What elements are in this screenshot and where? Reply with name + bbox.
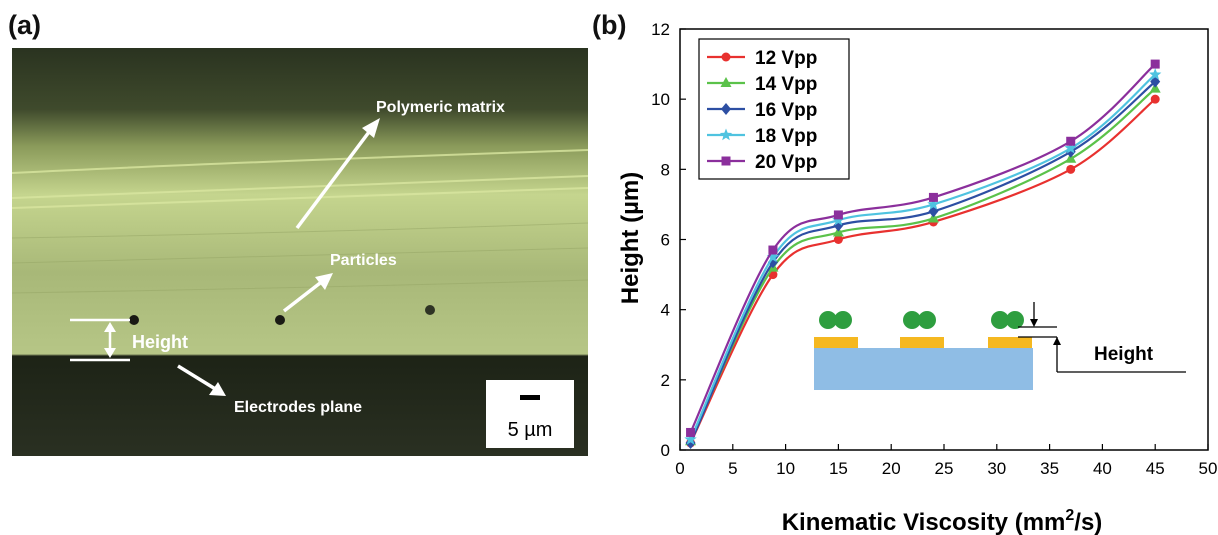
data-point [1066, 136, 1076, 146]
data-point [684, 432, 697, 445]
inset-height-label: Height [1094, 344, 1154, 365]
height-vs-viscosity-chart: 0 5 10 15 20 25 30 35 40 45 50 0 2 4 6 8 10 12 Height 12 … [617, 20, 1217, 535]
axes: 0 5 10 15 20 25 30 35 40 45 50 0 2 4 6 8 10 12 [651, 20, 1217, 478]
panel-b-label: (b) [592, 10, 627, 40]
particle [425, 305, 435, 315]
legend-marker [721, 156, 731, 166]
inset-electrode [814, 337, 858, 348]
micrograph-image: Polymeric matrix Particles Height Electr… [12, 48, 588, 456]
series-group [684, 59, 1162, 449]
x-tick-label: 35 [1040, 459, 1059, 478]
x-tick-label: 40 [1093, 459, 1112, 478]
series-line [689, 63, 1156, 433]
legend-marker [721, 103, 731, 115]
inset-schematic: Height [814, 302, 1186, 390]
data-point [833, 210, 843, 220]
y-tick-label: 2 [661, 371, 670, 390]
data-point [1150, 94, 1160, 104]
panel-a-label: (a) [8, 10, 41, 40]
data-point [768, 245, 778, 255]
inset-electrode [988, 337, 1032, 348]
x-tick-label: 5 [728, 459, 737, 478]
legend-label: 20 Vpp [755, 152, 817, 173]
y-tick-label: 10 [651, 90, 670, 109]
particles-label: Particles [330, 252, 397, 269]
series-line [689, 73, 1156, 440]
y-tick-label: 12 [651, 20, 670, 39]
series-18-vpp [684, 68, 1162, 445]
inset-particle [819, 311, 837, 329]
legend-item: 18 Vpp [707, 126, 817, 147]
legend: 12 Vpp 14 Vpp 16 Vpp 18 Vpp 20 Vpp [698, 38, 850, 180]
x-tick-label: 30 [987, 459, 1006, 478]
data-point [1149, 82, 1161, 93]
data-point [832, 226, 844, 237]
x-tick-label: 45 [1146, 459, 1165, 478]
scale-bar: 5 µm [486, 380, 574, 448]
x-tick-label: 0 [675, 459, 684, 478]
data-point [833, 235, 843, 244]
legend-label: 14 Vpp [755, 74, 817, 95]
height-annotation-label: Height [132, 332, 188, 352]
legend-marker [721, 52, 731, 62]
inset-substrate [814, 348, 1033, 390]
data-point [928, 192, 938, 202]
y-tick-label: 0 [661, 441, 670, 460]
data-point [832, 213, 845, 226]
electrodes-plane-label: Electrodes plane [234, 399, 362, 416]
inset-particle [991, 311, 1009, 329]
legend-marker [719, 128, 733, 141]
particle [129, 315, 139, 325]
data-point [1150, 59, 1160, 69]
inset-particle [1006, 311, 1024, 329]
inset-particle [834, 311, 852, 329]
inset-particle [918, 311, 936, 329]
legend-item: 16 Vpp [707, 100, 817, 121]
data-point [686, 427, 696, 437]
inset-electrode [900, 337, 944, 348]
legend-label: 18 Vpp [755, 126, 817, 147]
data-point [1066, 164, 1076, 174]
legend-label: 12 Vpp [755, 48, 817, 69]
data-point [1065, 152, 1077, 163]
legend-label: 16 Vpp [755, 100, 817, 121]
data-point [927, 212, 939, 223]
legend-marker [720, 77, 732, 87]
data-point [1149, 68, 1162, 80]
y-tick-label: 8 [661, 160, 670, 179]
x-tick-label: 25 [935, 459, 954, 478]
particle [275, 315, 285, 325]
y-tick-label: 6 [661, 231, 670, 250]
data-point [766, 250, 780, 263]
electrodes-plane-arrow [177, 364, 226, 396]
y-tick-label: 4 [661, 301, 670, 320]
series-20-vpp [686, 59, 1160, 437]
x-tick-label: 10 [776, 459, 795, 478]
inset-particle [903, 311, 921, 329]
series-line [689, 87, 1156, 442]
polymeric-matrix-label: Polymeric matrix [376, 99, 505, 116]
x-tick-label: 50 [1199, 459, 1218, 478]
particles-arrow [282, 273, 333, 313]
data-point [927, 197, 940, 210]
legend-item: 20 Vpp [707, 152, 817, 173]
data-point [928, 205, 939, 218]
series-line [689, 80, 1156, 444]
series-line [689, 98, 1156, 444]
y-axis-label: Height (µm) [617, 172, 644, 304]
legend-item: 14 Vpp [707, 74, 817, 95]
data-point [1064, 141, 1077, 154]
scale-bar-label: 5 µm [508, 419, 553, 441]
legend-item: 12 Vpp [707, 48, 817, 69]
x-tick-label: 20 [882, 459, 901, 478]
height-marker [70, 318, 130, 362]
x-axis-label: Kinematic Viscosity (mm2/s) [782, 507, 1103, 535]
polymeric-matrix-arrow [295, 118, 380, 230]
x-tick-label: 15 [829, 459, 848, 478]
